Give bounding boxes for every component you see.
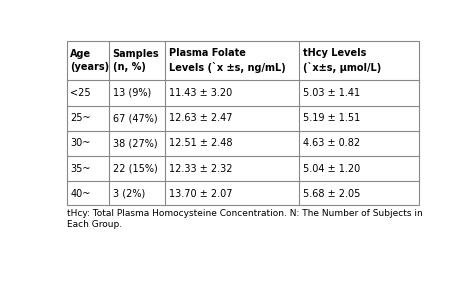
Text: 5.04 ± 1.20: 5.04 ± 1.20	[303, 164, 360, 174]
Text: 5.68 ± 2.05: 5.68 ± 2.05	[303, 189, 360, 199]
Text: 12.63 ± 2.47: 12.63 ± 2.47	[169, 113, 233, 123]
Text: 5.19 ± 1.51: 5.19 ± 1.51	[303, 113, 360, 123]
Text: tHcy Levels
(`x±s, μmol/L): tHcy Levels (`x±s, μmol/L)	[303, 48, 381, 73]
Text: Plasma Folate
Levels (`x ±s, ng/mL): Plasma Folate Levels (`x ±s, ng/mL)	[169, 48, 286, 73]
Text: 5.03 ± 1.41: 5.03 ± 1.41	[303, 88, 360, 98]
Text: Age
(years): Age (years)	[70, 49, 109, 72]
Text: 3 (2%): 3 (2%)	[113, 189, 145, 199]
Text: 25~: 25~	[70, 113, 91, 123]
Text: 35~: 35~	[70, 164, 91, 174]
Text: 12.51 ± 2.48: 12.51 ± 2.48	[169, 139, 233, 148]
Text: 13.70 ± 2.07: 13.70 ± 2.07	[169, 189, 233, 199]
Text: 30~: 30~	[70, 139, 91, 148]
Text: 4.63 ± 0.82: 4.63 ± 0.82	[303, 139, 360, 148]
Text: 13 (9%): 13 (9%)	[113, 88, 151, 98]
Text: 22 (15%): 22 (15%)	[113, 164, 157, 174]
Text: Samples
(n, %): Samples (n, %)	[113, 49, 159, 72]
Text: <25: <25	[70, 88, 91, 98]
Text: 67 (47%): 67 (47%)	[113, 113, 157, 123]
Text: 38 (27%): 38 (27%)	[113, 139, 157, 148]
Text: 11.43 ± 3.20: 11.43 ± 3.20	[169, 88, 232, 98]
Text: 40~: 40~	[70, 189, 91, 199]
Text: 12.33 ± 2.32: 12.33 ± 2.32	[169, 164, 233, 174]
Text: tHcy: Total Plasma Homocysteine Concentration. N: The Number of Subjects in
Each: tHcy: Total Plasma Homocysteine Concentr…	[66, 209, 422, 229]
